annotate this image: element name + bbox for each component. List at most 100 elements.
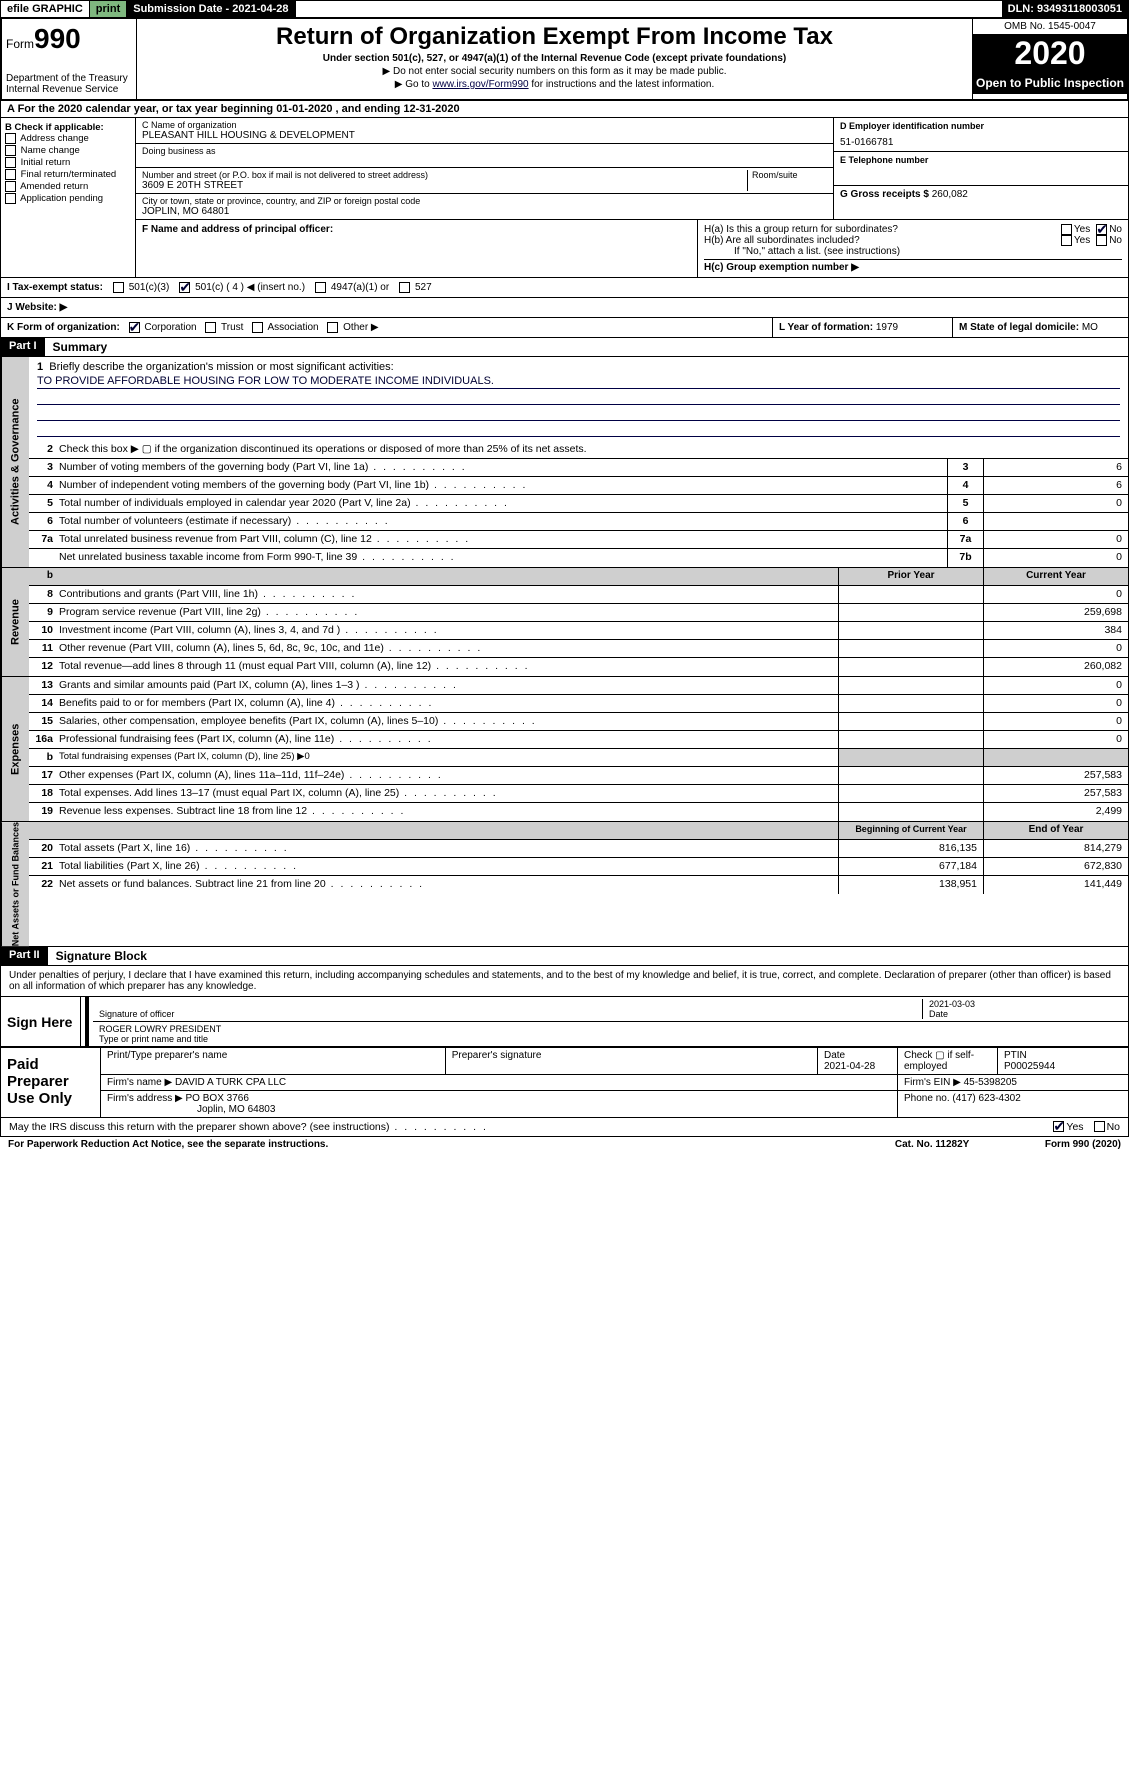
ein-value: 51-0166781 xyxy=(840,137,1122,148)
part1-tag: Part I xyxy=(1,338,45,356)
ha-no-checkbox[interactable] xyxy=(1096,224,1107,235)
table-row: 4Number of independent voting members of… xyxy=(29,477,1128,495)
gross-cell: G Gross receipts $ 260,082 xyxy=(834,186,1128,219)
efile-link[interactable]: efile GRAPHIC xyxy=(1,1,90,17)
revenue-header: b Prior Year Current Year xyxy=(29,568,1128,586)
k-other-checkbox[interactable] xyxy=(327,322,338,333)
status-501c3-checkbox[interactable] xyxy=(113,282,124,293)
discuss-yes-checkbox[interactable] xyxy=(1053,1121,1064,1132)
status-527-checkbox[interactable] xyxy=(399,282,410,293)
k-trust-checkbox[interactable] xyxy=(205,322,216,333)
table-row: 14Benefits paid to or for members (Part … xyxy=(29,695,1128,713)
mission-text: TO PROVIDE AFFORDABLE HOUSING FOR LOW TO… xyxy=(37,375,1120,389)
klm-row: K Form of organization: Corporation Trus… xyxy=(0,318,1129,338)
section-k: K Form of organization: Corporation Trus… xyxy=(1,318,773,337)
submission-date: Submission Date - 2021-04-28 xyxy=(127,1,295,17)
expenses-side-label: Expenses xyxy=(1,677,29,821)
checkbox[interactable] xyxy=(5,157,16,168)
checkbox[interactable] xyxy=(5,133,16,144)
dba-label: Doing business as xyxy=(142,146,827,156)
table-row: 6Total number of volunteers (estimate if… xyxy=(29,513,1128,531)
k-corp-checkbox[interactable] xyxy=(129,322,140,333)
table-row: 7aTotal unrelated business revenue from … xyxy=(29,531,1128,549)
phone-cell: E Telephone number xyxy=(834,152,1128,186)
open-inspection: Open to Public Inspection xyxy=(973,72,1127,94)
org-name-cell: C Name of organization PLEASANT HILL HOU… xyxy=(136,118,833,144)
form-note1: ▶ Do not enter social security numbers o… xyxy=(147,66,962,77)
table-row: 17Other expenses (Part IX, column (A), l… xyxy=(29,767,1128,785)
gross-value: 260,082 xyxy=(932,189,968,200)
tax-year: 2020 xyxy=(973,35,1127,72)
cat-no: Cat. No. 11282Y xyxy=(895,1139,1045,1150)
omb-number: OMB No. 1545-0047 xyxy=(973,19,1127,35)
table-row: 8Contributions and grants (Part VIII, li… xyxy=(29,586,1128,604)
table-row: 11Other revenue (Part VIII, column (A), … xyxy=(29,640,1128,658)
section-l: L Year of formation: 1979 xyxy=(773,318,953,337)
sig-date: 2021-03-03 xyxy=(929,999,1122,1009)
hb-yes-checkbox[interactable] xyxy=(1061,235,1072,246)
gross-label: G Gross receipts $ xyxy=(840,189,929,200)
form-subtitle: Under section 501(c), 527, or 4947(a)(1)… xyxy=(147,53,962,64)
table-row: 22Net assets or fund balances. Subtract … xyxy=(29,876,1128,894)
checkbox[interactable] xyxy=(5,181,16,192)
table-row: 20Total assets (Part X, line 16)816,1358… xyxy=(29,840,1128,858)
address-cell: Number and street (or P.O. box if mail i… xyxy=(136,168,833,194)
table-row: 13Grants and similar amounts paid (Part … xyxy=(29,677,1128,695)
status-4947-checkbox[interactable] xyxy=(315,282,326,293)
ein-label: D Employer identification number xyxy=(840,121,1122,131)
ha-yes-checkbox[interactable] xyxy=(1061,224,1072,235)
part1-title: Summary xyxy=(45,338,116,356)
officer-name: ROGER LOWRY PRESIDENT xyxy=(99,1024,221,1034)
header-right: OMB No. 1545-0047 2020 Open to Public In… xyxy=(972,19,1127,99)
k-assoc-checkbox[interactable] xyxy=(252,322,263,333)
print-button[interactable]: print xyxy=(90,1,127,17)
city-value: JOPLIN, MO 64801 xyxy=(142,206,827,217)
entity-block: B Check if applicable: Address change Na… xyxy=(0,118,1129,278)
form-header: Form990 Department of the Treasury Inter… xyxy=(0,18,1129,101)
status-501c-checkbox[interactable] xyxy=(179,282,190,293)
checkbox[interactable] xyxy=(5,169,16,180)
hb-no-checkbox[interactable] xyxy=(1096,235,1107,246)
irs-link[interactable]: www.irs.gov/Form990 xyxy=(432,79,528,90)
tax-status-row: I Tax-exempt status: 501(c)(3) 501(c) ( … xyxy=(0,278,1129,298)
preparer-header-row: Print/Type preparer's name Preparer's si… xyxy=(101,1048,1128,1075)
sign-here-row: Sign Here Signature of officer 2021-03-0… xyxy=(1,997,1128,1047)
section-f: F Name and address of principal officer: xyxy=(136,220,698,277)
hc-label: H(c) Group exemption number ▶ xyxy=(704,259,1122,273)
checkbox[interactable] xyxy=(5,193,16,204)
form-ref: Form 990 (2020) xyxy=(1045,1139,1121,1150)
netassets-header: Beginning of Current Year End of Year xyxy=(29,822,1128,840)
paperwork-notice: For Paperwork Reduction Act Notice, see … xyxy=(8,1139,895,1150)
firm-addr-row: Firm's address ▶ PO BOX 3766Joplin, MO 6… xyxy=(101,1091,1128,1117)
ha-label: H(a) Is this a group return for subordin… xyxy=(704,224,1061,235)
part2-title: Signature Block xyxy=(48,947,155,965)
section-b-item: Initial return xyxy=(5,157,131,168)
revenue-side-label: Revenue xyxy=(1,568,29,676)
city-cell: City or town, state or province, country… xyxy=(136,194,833,219)
table-row: 15Salaries, other compensation, employee… xyxy=(29,713,1128,731)
netassets-section: Net Assets or Fund Balances Beginning of… xyxy=(0,822,1129,947)
section-b: B Check if applicable: Address change Na… xyxy=(1,118,136,277)
section-b-item: Amended return xyxy=(5,181,131,192)
table-row: 5Total number of individuals employed in… xyxy=(29,495,1128,513)
checkbox[interactable] xyxy=(5,145,16,156)
paid-preparer-block: Paid Preparer Use Only Print/Type prepar… xyxy=(1,1047,1128,1117)
officer-label: F Name and address of principal officer: xyxy=(142,224,333,235)
discuss-no-checkbox[interactable] xyxy=(1094,1121,1105,1132)
header-left: Form990 Department of the Treasury Inter… xyxy=(2,19,137,99)
table-row: 16aProfessional fundraising fees (Part I… xyxy=(29,731,1128,749)
status-label: I Tax-exempt status: xyxy=(7,282,103,293)
section-b-header: B Check if applicable: xyxy=(5,122,131,133)
section-h: H(a) Is this a group return for subordin… xyxy=(698,220,1128,277)
section-b-item: Name change xyxy=(5,145,131,156)
officer-sig-cell: Signature of officer 2021-03-03 Date xyxy=(93,997,1128,1022)
table-row: 12Total revenue—add lines 8 through 11 (… xyxy=(29,658,1128,676)
officer-name-cell: ROGER LOWRY PRESIDENTType or print name … xyxy=(93,1022,1128,1046)
section-b-item: Final return/terminated xyxy=(5,169,131,180)
table-row: 10Investment income (Part VIII, column (… xyxy=(29,622,1128,640)
irs-label: Internal Revenue Service xyxy=(6,84,132,95)
ein-cell: D Employer identification number 51-0166… xyxy=(834,118,1128,152)
line-2: 2Check this box ▶ ▢ if the organization … xyxy=(29,441,1128,459)
section-m: M State of legal domicile: MO xyxy=(953,318,1128,337)
table-row: bTotal fundraising expenses (Part IX, co… xyxy=(29,749,1128,767)
